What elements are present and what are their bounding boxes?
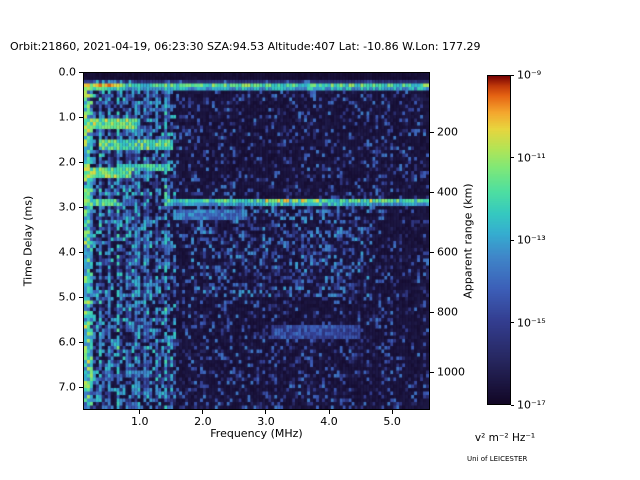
y2-tick-mark: [430, 131, 434, 133]
colorbar-tick-mark: [511, 404, 514, 406]
y2-axis-label: Apparent range (km): [461, 183, 475, 299]
y2-tick-mark: [430, 371, 434, 373]
y2-tick-label: 800: [437, 305, 458, 319]
y-tick-label: 0.0: [58, 65, 77, 79]
y-tick-label: 6.0: [58, 335, 77, 349]
colorbar: [487, 75, 511, 405]
y-axis-label: Time Delay (ms): [21, 195, 35, 287]
x-tick-mark: [202, 410, 204, 414]
y2-tick-label: 600: [437, 245, 458, 259]
x-axis-label: Frequency (MHz): [210, 427, 303, 440]
colorbar-label: v² m⁻² Hz⁻¹: [474, 432, 536, 444]
colorbar-tick-label: 10⁻¹¹: [517, 151, 546, 164]
y2-tick-mark: [430, 251, 434, 253]
colorbar-tick-mark: [511, 74, 514, 76]
colorbar-tick-label: 10⁻¹⁷: [517, 398, 546, 412]
y2-tick-label: 200: [437, 125, 458, 139]
y-tick-label: 1.0: [58, 110, 77, 124]
y-tick-label: 7.0: [58, 380, 77, 394]
x-tick-mark: [391, 410, 393, 414]
y2-tick-mark: [430, 311, 434, 313]
colorbar-canvas: [488, 76, 510, 404]
y-tick-label: 2.0: [58, 155, 77, 169]
y-tick-label: 3.0: [58, 200, 77, 214]
colorbar-tick-label: 10⁻¹³: [517, 233, 546, 247]
y-tick-label: 4.0: [58, 245, 77, 259]
colorbar-tick-label: 10⁻⁹: [517, 68, 542, 82]
colorbar-tick-mark: [511, 157, 514, 158]
y2-tick-label: 1000: [437, 365, 465, 379]
y-tick-label: 5.0: [58, 290, 77, 304]
credit-text: Uni of LEICESTER: [467, 455, 528, 463]
figure-title: Orbit:21860, 2021-04-19, 06:23:30 SZA:94…: [10, 40, 481, 53]
colorbar-tick-label: 10⁻¹⁵: [517, 316, 546, 329]
colorbar-tick-mark: [511, 322, 514, 323]
ionogram-heatmap-canvas: [84, 73, 429, 409]
x-tick-mark: [265, 410, 267, 414]
colorbar-tick-mark: [511, 239, 514, 241]
x-tick-mark: [139, 410, 141, 414]
x-tick-mark: [328, 410, 330, 414]
y2-tick-label: 400: [437, 185, 458, 199]
plot-area: [83, 72, 430, 410]
y2-tick-mark: [430, 191, 434, 193]
